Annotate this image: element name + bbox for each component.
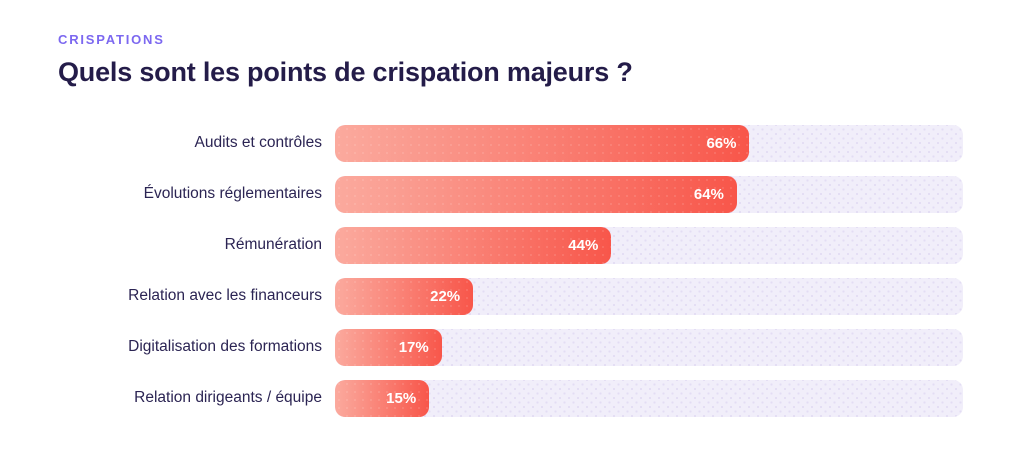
bar-fill: 44% [335,226,612,264]
chart-row: Relation dirigeants / équipe 15% [58,379,963,417]
category-label: Rémunération [224,236,322,254]
value-label: 22% [430,287,461,305]
category-label: Audits et contrôles [194,134,322,152]
chart-row: Digitalisation des formations 17% [58,328,963,366]
chart-title: Quels sont les points de crispation maje… [58,57,633,87]
bar-track: 64% [335,175,963,213]
bar-track: 17% [335,328,963,366]
value-label: 64% [693,185,724,203]
bar-fill: 15% [335,379,430,417]
value-label: 66% [706,134,737,152]
value-label: 44% [568,236,599,254]
bar-track: 66% [335,124,963,162]
category-label: Évolutions réglementaires [143,185,322,203]
chart-row: Évolutions réglementaires 64% [58,175,963,213]
chart-row: Relation avec les financeurs 22% [58,277,963,315]
category-label: Relation avec les financeurs [128,287,322,305]
bar-track: 15% [335,379,963,417]
bar-track: 22% [335,277,963,315]
category-label: Relation dirigeants / équipe [134,389,322,407]
chart-row: Audits et contrôles 66% [58,124,963,162]
bar-track: 44% [335,226,963,264]
horizontal-bar-chart: Audits et contrôles 66% Évolutions régle… [58,124,963,417]
chart-row: Rémunération 44% [58,226,963,264]
bar-fill: 66% [335,124,750,162]
bar-fill: 22% [335,277,474,315]
bar-fill: 64% [335,175,737,213]
value-label: 15% [386,389,417,407]
bar-fill: 17% [335,328,442,366]
category-label: Digitalisation des formations [128,338,322,356]
chart-eyebrow: CRISPATIONS [58,32,165,47]
value-label: 17% [398,338,429,356]
